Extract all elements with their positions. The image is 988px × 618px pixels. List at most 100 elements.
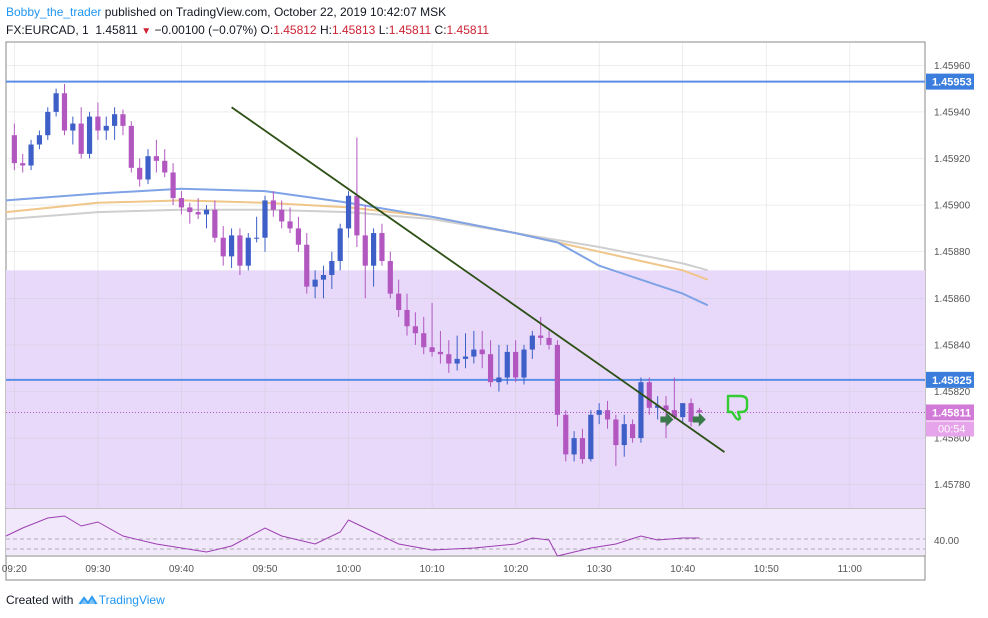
candle-body[interactable] [563,414,569,455]
candle-body[interactable] [279,209,285,222]
candle-body[interactable] [178,198,185,208]
candle-body[interactable] [513,351,519,378]
candle-body[interactable] [145,156,151,180]
candle-body[interactable] [345,195,352,229]
candle-body[interactable] [429,347,435,352]
candle-body[interactable] [329,261,335,275]
candle-body[interactable] [162,160,168,173]
candle-body[interactable] [337,228,343,262]
candle-body[interactable] [270,200,276,210]
candle-body[interactable] [538,335,544,338]
candle-body[interactable] [128,125,134,168]
candle-body[interactable] [20,163,26,166]
candle-body[interactable] [362,235,368,266]
candle-body[interactable] [546,337,552,345]
candle-body[interactable] [295,228,302,245]
rsi-tick-label: 40.00 [934,536,959,547]
candle-body[interactable] [195,212,201,215]
candle-body[interactable] [454,358,460,364]
candle-body[interactable] [579,438,586,460]
candle-body[interactable] [638,382,644,439]
candle-body[interactable] [621,424,627,446]
candle-body[interactable] [379,233,385,262]
candle-body[interactable] [153,156,159,161]
candle-body[interactable] [412,326,418,334]
candle-body[interactable] [61,93,68,131]
candle-body[interactable] [11,135,17,164]
candle-body[interactable] [262,200,268,238]
candle-body[interactable] [671,410,677,418]
candle-body[interactable] [462,356,469,359]
candle-body[interactable] [312,279,318,287]
candle-body[interactable] [655,405,661,408]
candle-body[interactable] [354,195,360,236]
time-tick-label: 10:30 [587,564,612,575]
trendline[interactable] [231,106,726,453]
candle-body[interactable] [588,414,594,460]
candle-body[interactable] [396,293,402,310]
low-label: L: [378,23,389,37]
candle-body[interactable] [479,349,485,355]
open-label: O: [260,23,274,37]
candle-body[interactable] [371,233,377,266]
candle-body[interactable] [554,344,560,415]
candle-body[interactable] [103,125,109,131]
candle-body[interactable] [487,354,494,383]
candle-body[interactable] [53,93,59,112]
candle-body[interactable] [287,221,293,229]
candle-body[interactable] [421,333,427,348]
candle-body[interactable] [629,424,636,439]
candle-body[interactable] [688,403,694,422]
candle-body[interactable] [446,354,452,364]
candle-body[interactable] [504,351,510,378]
candle-body[interactable] [78,123,84,154]
candle-body[interactable] [220,237,226,257]
candle-body[interactable] [254,237,260,239]
candle-body[interactable] [36,135,43,145]
candle-body[interactable] [663,405,669,411]
candle-body[interactable] [529,335,535,350]
candle-body[interactable] [596,410,602,415]
level-lower-badge [926,371,974,388]
candle-body[interactable] [237,235,243,266]
candle-body[interactable] [212,209,218,238]
candle-body[interactable] [245,237,251,266]
candle-body[interactable] [646,382,652,408]
author-link[interactable]: Bobby_the_trader [6,5,102,19]
candle-body[interactable] [696,410,703,413]
candle-body[interactable] [320,275,327,280]
candle-body[interactable] [187,207,193,213]
time-tick-label: 11:00 [838,564,863,575]
candle-body[interactable] [304,244,310,287]
candle-body[interactable] [404,309,410,327]
time-tick-label: 10:20 [503,564,528,575]
candle-body[interactable] [28,144,34,166]
candle-body[interactable] [680,403,686,418]
candle-body[interactable] [437,351,444,355]
candle-body[interactable] [571,438,577,455]
level-upper-badge [926,73,974,90]
candle-body[interactable] [471,349,477,357]
down-arrow-icon: ▼ [141,26,152,37]
candle-body[interactable] [95,116,101,131]
candle-body[interactable] [387,261,393,294]
symbol-label: FX:EURCAD, 1 [6,23,89,37]
candle-body[interactable] [613,419,619,446]
time-tick-label: 09:40 [169,564,194,575]
candle-body[interactable] [112,114,118,126]
rsi-pane-background [6,509,925,555]
candle-body[interactable] [228,235,235,257]
tradingview-brand[interactable]: TradingView [98,593,165,607]
candle-body[interactable] [137,167,143,180]
candle-body[interactable] [120,114,126,126]
candle-body[interactable] [170,172,176,199]
candle-body[interactable] [86,116,93,154]
candle-body[interactable] [70,123,76,131]
candle-body[interactable] [521,349,527,378]
time-tick-label: 09:50 [252,564,277,575]
candle-body[interactable] [203,209,210,215]
candle-body[interactable] [496,377,502,383]
candle-body[interactable] [45,111,51,136]
candle-body[interactable] [604,410,611,420]
